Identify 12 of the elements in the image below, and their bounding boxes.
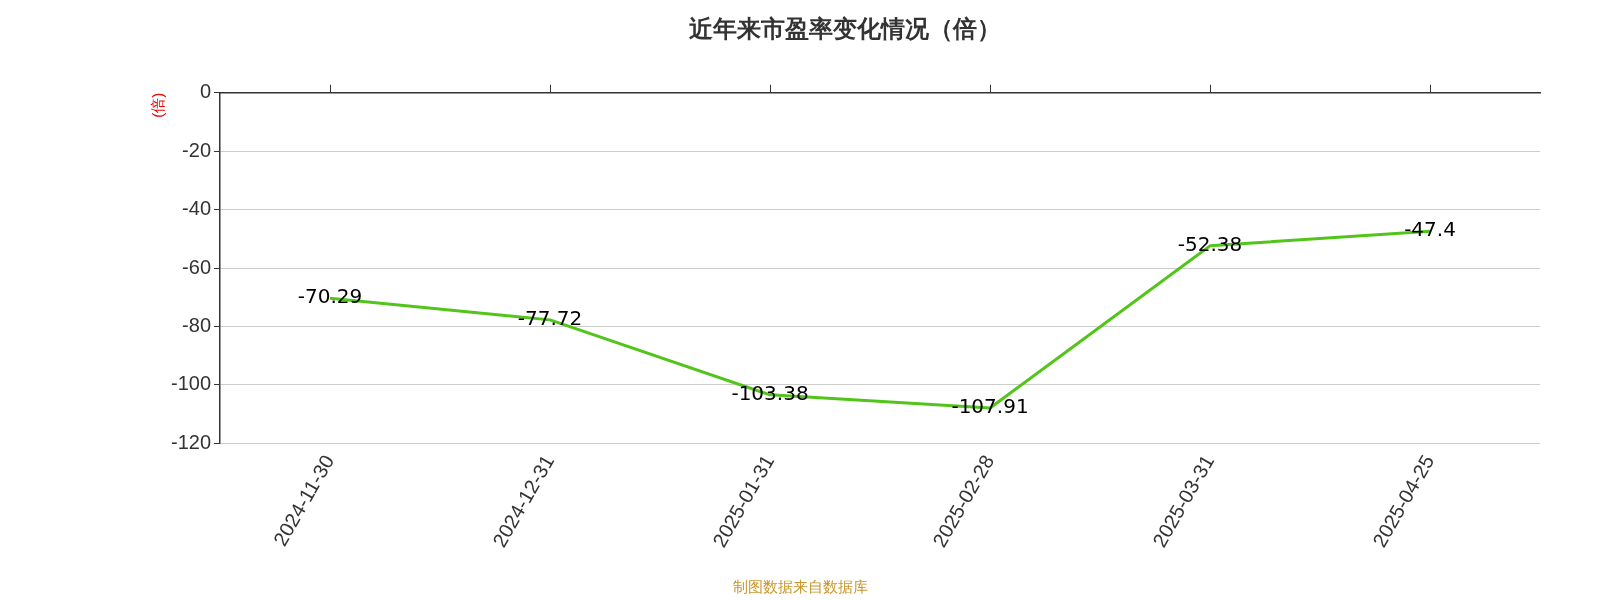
y-tick-label: -120 (171, 430, 212, 453)
y-tick-label: -20 (182, 138, 212, 161)
data-label: -70.29 (297, 284, 363, 309)
y-axis-title: (倍) (149, 92, 167, 118)
y-tick-label: -40 (182, 197, 212, 220)
y-tick-label: 0 (199, 80, 212, 103)
y-tick-label: -60 (182, 255, 212, 278)
text: 制图数据来自数据库 (731, 578, 869, 597)
y-tick-label: -80 (182, 314, 212, 337)
data-label: -47.4 (1404, 217, 1456, 242)
chart-title: 近年来市盈率变化情况（倍） (689, 14, 1001, 43)
y-tick-label: -100 (171, 372, 212, 395)
